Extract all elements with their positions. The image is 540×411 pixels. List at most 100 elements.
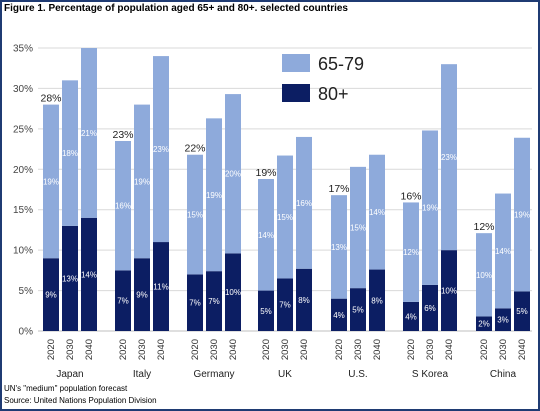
label-65-79: 19% (422, 204, 438, 213)
label-65-79: 19% (43, 177, 59, 186)
bar-65-79 (369, 154, 385, 270)
source-note: Source: United Nations Population Divisi… (4, 396, 157, 405)
bar-80-plus (187, 274, 203, 331)
bar-65-79 (258, 178, 274, 291)
label-80-plus: 7% (189, 299, 201, 308)
year-label: 2020 (406, 339, 417, 360)
year-label: 2040 (228, 339, 239, 360)
forecast-note: UN's "medium" population forecast (4, 384, 128, 393)
bar-65-79 (514, 137, 530, 292)
bar-65-79 (153, 56, 169, 243)
bar-80-plus (495, 308, 511, 331)
year-label: 2040 (156, 339, 167, 360)
bar-80-plus (115, 270, 131, 331)
bar-80-plus (331, 298, 347, 331)
y-tick-label: 35% (13, 44, 33, 55)
legend-label-80-plus: 80+ (318, 84, 349, 104)
figure-title: Figure 1. Percentage of population aged … (4, 3, 348, 14)
year-label: 2040 (444, 339, 455, 360)
label-80-plus: 4% (333, 311, 345, 320)
y-tick-label: 25% (13, 124, 33, 135)
year-label: 2030 (425, 339, 436, 360)
country-label: U.S. (348, 369, 367, 380)
bar-65-79 (206, 118, 222, 272)
total-label: 23% (112, 129, 133, 141)
bar-80-plus (258, 290, 274, 331)
bar-65-79 (225, 94, 241, 254)
label-80-plus: 10% (225, 288, 241, 297)
label-65-79: 10% (476, 271, 492, 280)
country-label: Japan (56, 369, 83, 380)
label-65-79: 13% (331, 243, 347, 252)
country-label: UK (278, 369, 292, 380)
label-80-plus: 13% (62, 274, 78, 283)
label-65-79: 18% (62, 149, 78, 158)
bar-80-plus (476, 316, 492, 331)
year-label: 2040 (84, 339, 95, 360)
label-80-plus: 7% (279, 301, 291, 310)
year-label: 2020 (46, 339, 57, 360)
total-label: 28% (40, 93, 61, 105)
label-80-plus: 5% (260, 307, 272, 316)
legend-swatch-65-79 (282, 54, 310, 72)
bar-65-79 (476, 233, 492, 317)
label-80-plus: 10% (441, 287, 457, 296)
bar-65-79 (187, 154, 203, 275)
label-65-79: 23% (153, 145, 169, 154)
y-tick-label: 20% (13, 165, 33, 176)
y-tick-label: 0% (19, 327, 34, 338)
bar-65-79 (331, 195, 347, 299)
bar-65-79 (422, 130, 438, 285)
label-65-79: 15% (277, 213, 293, 222)
label-80-plus: 8% (298, 296, 310, 305)
label-80-plus: 11% (153, 283, 168, 292)
y-tick-label: 5% (19, 286, 34, 297)
bar-80-plus (153, 242, 169, 331)
bar-80-plus (81, 217, 97, 331)
year-label: 2030 (353, 339, 364, 360)
label-65-79: 14% (495, 247, 511, 256)
year-label: 2020 (334, 339, 345, 360)
label-80-plus: 14% (81, 270, 97, 279)
label-80-plus: 5% (352, 306, 364, 315)
total-label: 17% (328, 183, 349, 195)
total-label: 12% (473, 221, 494, 233)
country-label: Italy (133, 369, 151, 380)
label-80-plus: 6% (424, 304, 436, 313)
label-80-plus: 3% (497, 316, 509, 325)
label-65-79: 12% (403, 248, 419, 257)
bar-80-plus (134, 258, 150, 331)
bar-65-79 (403, 202, 419, 302)
bar-65-79 (43, 104, 59, 259)
label-80-plus: 9% (45, 291, 57, 300)
year-label: 2030 (209, 339, 220, 360)
legend-label-65-79: 65-79 (318, 54, 364, 74)
label-80-plus: 7% (117, 297, 129, 306)
country-label: S Korea (412, 369, 449, 380)
bar-80-plus (296, 268, 312, 331)
bar-80-plus (403, 301, 419, 331)
country-label: Germany (193, 369, 234, 380)
y-tick-label: 10% (13, 246, 33, 257)
year-label: 2030 (137, 339, 148, 360)
bar-65-79 (441, 64, 457, 251)
y-tick-label: 30% (13, 84, 33, 95)
legend-swatch-80-plus (282, 84, 310, 102)
bar-80-plus (62, 225, 78, 331)
bar-80-plus (225, 253, 241, 331)
bar-80-plus (441, 250, 457, 331)
total-label: 16% (400, 190, 421, 202)
label-65-79: 16% (296, 199, 312, 208)
label-80-plus: 8% (371, 296, 383, 305)
label-80-plus: 4% (405, 312, 417, 321)
label-65-79: 16% (115, 202, 131, 211)
bar-80-plus (206, 271, 222, 331)
country-label: China (490, 369, 517, 380)
label-80-plus: 7% (208, 297, 220, 306)
label-65-79: 23% (441, 153, 457, 162)
label-65-79: 19% (206, 191, 222, 200)
label-65-79: 21% (81, 129, 97, 138)
y-tick-label: 15% (13, 205, 33, 216)
year-label: 2020 (118, 339, 129, 360)
